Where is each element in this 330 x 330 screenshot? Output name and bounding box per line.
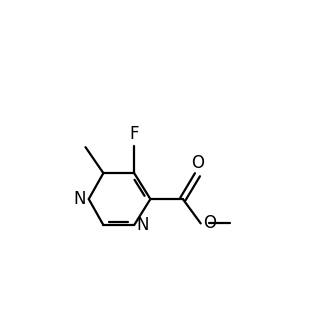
Text: N: N: [137, 216, 149, 234]
Text: F: F: [129, 125, 139, 143]
Text: O: O: [203, 214, 216, 232]
Text: N: N: [74, 190, 86, 208]
Text: O: O: [191, 154, 204, 172]
